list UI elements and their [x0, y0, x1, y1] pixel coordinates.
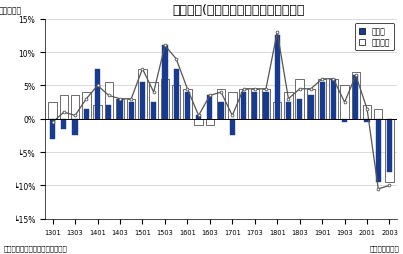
Bar [95, 70, 100, 119]
Bar [117, 99, 123, 119]
Bar [264, 93, 268, 119]
Bar [239, 89, 248, 119]
Bar [206, 119, 214, 126]
Bar [320, 83, 325, 119]
Bar [331, 80, 336, 119]
Bar [230, 119, 235, 136]
Bar [194, 119, 203, 126]
Text: （年・四半期）: （年・四半期） [369, 245, 399, 251]
Bar [218, 103, 224, 119]
Bar [48, 103, 57, 119]
Bar [228, 93, 237, 119]
Bar [172, 86, 181, 119]
Legend: 製造業, 非製造業: 製造業, 非製造業 [355, 23, 394, 51]
Text: （前年比）: （前年比） [0, 7, 22, 16]
Bar [376, 119, 381, 182]
Bar [138, 70, 147, 119]
Bar [387, 119, 392, 172]
Bar [116, 99, 124, 119]
Bar [150, 83, 158, 119]
Bar [342, 119, 347, 123]
Bar [104, 83, 113, 119]
Bar [140, 83, 145, 119]
Bar [363, 106, 371, 119]
Bar [284, 93, 293, 119]
Bar [385, 119, 394, 182]
Text: （資料）財務省「法人企業統計」: （資料）財務省「法人企業統計」 [4, 245, 68, 251]
Bar [252, 93, 258, 119]
Bar [162, 46, 168, 119]
Bar [329, 80, 338, 119]
Bar [374, 109, 382, 119]
Bar [207, 96, 212, 119]
Bar [71, 96, 79, 119]
Bar [217, 89, 225, 119]
Bar [251, 89, 259, 119]
Bar [106, 106, 111, 119]
Bar [82, 93, 91, 119]
Bar [93, 106, 102, 119]
Bar [50, 119, 55, 139]
Bar [364, 119, 370, 123]
Bar [286, 103, 291, 119]
Bar [308, 96, 314, 119]
Bar [185, 93, 190, 119]
Bar [196, 116, 201, 119]
Bar [174, 70, 179, 119]
Bar [84, 109, 89, 119]
Bar [274, 36, 280, 119]
Title: 設備投資(ｿﾌﾄｳｪｱを含む）の推移: 設備投資(ｿﾌﾄｳｪｱを含む）の推移 [172, 4, 305, 17]
Bar [60, 96, 68, 119]
Bar [307, 89, 315, 119]
Bar [61, 119, 66, 129]
Bar [241, 93, 246, 119]
Bar [183, 89, 191, 119]
Bar [161, 80, 169, 119]
Bar [295, 80, 304, 119]
Bar [297, 99, 302, 119]
Bar [73, 119, 78, 136]
Bar [127, 99, 135, 119]
Bar [318, 80, 326, 119]
Bar [353, 76, 358, 119]
Bar [262, 89, 270, 119]
Bar [351, 73, 360, 119]
Bar [151, 103, 156, 119]
Bar [129, 103, 134, 119]
Bar [341, 86, 349, 119]
Bar [273, 103, 281, 119]
